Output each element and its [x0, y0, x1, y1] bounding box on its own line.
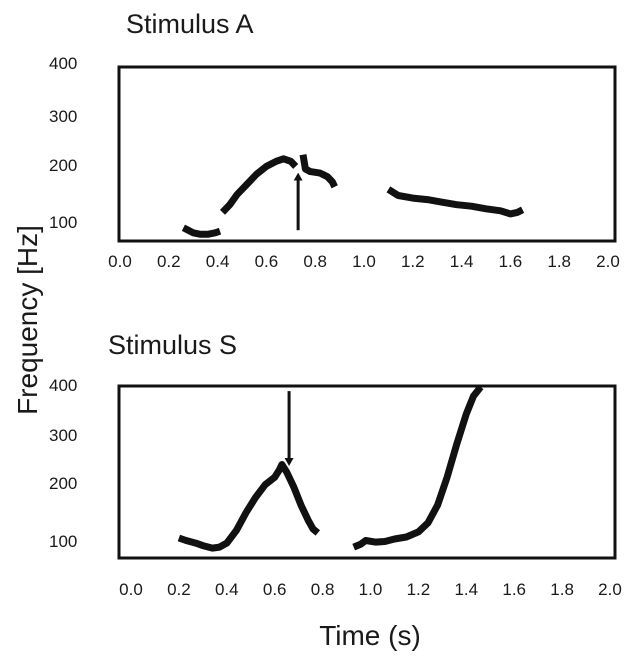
x-tick-label: 1.8 [547, 252, 571, 271]
y-tick-label: 100 [49, 213, 77, 232]
series-marks-stimulus-a [181, 154, 525, 238]
x-tick-label: 2.0 [596, 252, 620, 271]
x-tick-label: 0.8 [311, 580, 335, 599]
y-axis-ticks-stimulus-a: 400 300 200 100 [49, 54, 77, 232]
plot-frame-stimulus-s [117, 384, 617, 560]
x-tick-label: 1.8 [550, 580, 574, 599]
pitch-contour-segment [219, 155, 299, 215]
pitch-contour-segment [299, 154, 338, 189]
y-tick-label: 400 [49, 54, 77, 73]
series-marks-stimulus-s [177, 384, 484, 552]
x-tick-label: 1.0 [359, 580, 383, 599]
x-tick-label: 0.2 [157, 252, 181, 271]
chart-panel-stimulus-s: Stimulus S 400 300 200 100 0.0 0.2 0.4 0.6 0… [49, 330, 622, 599]
x-tick-label: 1.6 [502, 580, 526, 599]
pitch-contour-segment [386, 186, 525, 218]
x-tick-label: 0.0 [119, 580, 143, 599]
x-tick-label: 1.2 [401, 252, 425, 271]
x-tick-label: 0.2 [167, 580, 191, 599]
x-tick-label: 1.6 [499, 252, 523, 271]
y-tick-label: 100 [49, 532, 77, 551]
chart-panel-stimulus-a: Stimulus A 400 300 200 100 0.0 0.2 0.4 0.6 0… [49, 9, 620, 271]
x-tick-label: 1.4 [454, 580, 478, 599]
x-tick-label: 0.4 [206, 252, 230, 271]
panel-title-stimulus-a: Stimulus A [126, 9, 254, 39]
x-axis-ticks-stimulus-s: 0.0 0.2 0.4 0.6 0.8 1.0 1.2 1.4 1.6 1.8 2.0 [119, 580, 622, 599]
x-tick-label: 1.0 [352, 252, 376, 271]
plot-frame-stimulus-a [117, 65, 617, 243]
panel-title-stimulus-s: Stimulus S [108, 330, 237, 360]
x-tick-label: 2.0 [598, 580, 622, 599]
x-tick-label: 0.6 [263, 580, 287, 599]
x-tick-label: 0.4 [215, 580, 239, 599]
y-axis-ticks-stimulus-s: 400 300 200 100 [49, 376, 77, 551]
x-tick-label: 1.4 [450, 252, 474, 271]
y-tick-label: 200 [49, 474, 77, 493]
x-axis-ticks-stimulus-a: 0.0 0.2 0.4 0.6 0.8 1.0 1.2 1.4 1.6 1.8 2.0 [108, 252, 620, 271]
y-axis-title: Frequency [Hz] [12, 225, 43, 415]
x-tick-label: 0.0 [108, 252, 132, 271]
y-tick-label: 400 [49, 376, 77, 395]
x-axis-title: Time (s) [319, 620, 421, 651]
y-tick-label: 300 [49, 426, 77, 445]
pitch-contour-segment [177, 461, 321, 552]
pitch-contour-segment [352, 384, 484, 551]
x-tick-label: 0.6 [255, 252, 279, 271]
pitch-contour-segment [181, 224, 222, 238]
x-tick-label: 0.8 [303, 252, 327, 271]
y-tick-label: 300 [49, 107, 77, 126]
y-tick-label: 200 [49, 156, 77, 175]
x-tick-label: 1.2 [407, 580, 431, 599]
